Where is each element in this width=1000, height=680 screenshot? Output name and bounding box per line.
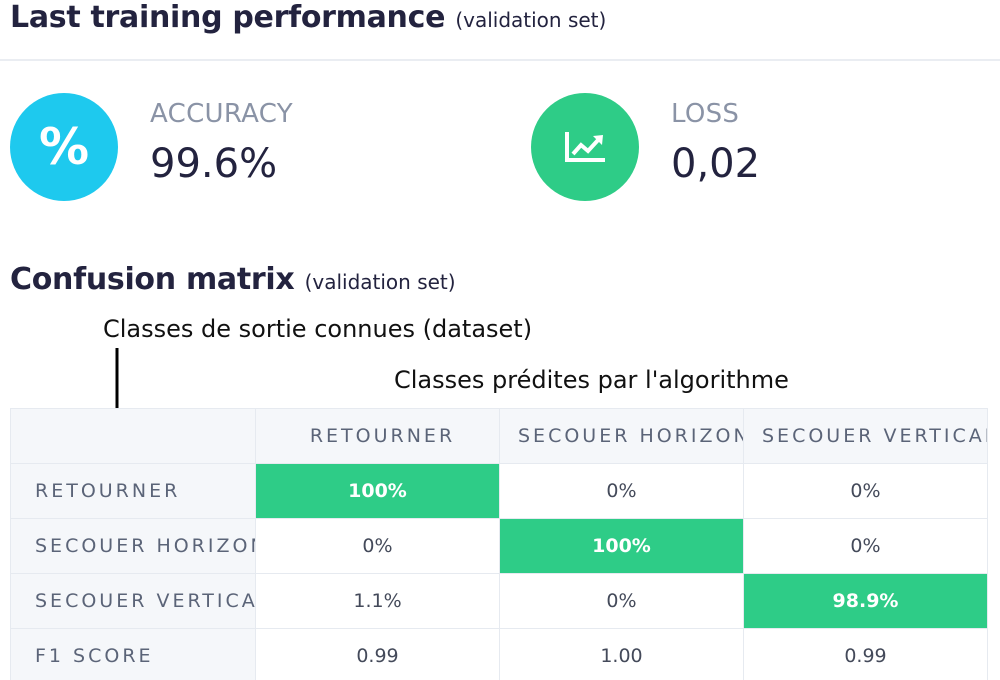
matrix-cell: 0%	[499, 573, 744, 629]
accuracy-value: 99.6%	[150, 141, 278, 187]
matrix-cell: 0.99	[255, 628, 500, 680]
matrix-cell: 100%	[499, 518, 744, 574]
table-row: F1 SCORE 0.99 1.00 0.99	[10, 628, 988, 680]
matrix-corner-cell	[10, 408, 256, 464]
confusion-matrix-title: Confusion matrix (validation set)	[10, 262, 456, 297]
column-header-retourner: RETOURNER	[255, 408, 500, 464]
matrix-cell: 0%	[743, 463, 988, 519]
loss-value: 0,02	[671, 141, 761, 187]
row-header-secouer-verticalement: SECOUER VERTICALEMENT	[10, 573, 256, 629]
performance-subtitle: (validation set)	[455, 8, 607, 32]
matrix-cell: 0%	[255, 518, 500, 574]
performance-title: Last training performance (validation se…	[10, 0, 606, 35]
trending-chart-icon	[531, 93, 639, 201]
row-header-retourner: RETOURNER	[10, 463, 256, 519]
matrix-cell: 100%	[255, 463, 500, 519]
matrix-cell: 1.00	[499, 628, 744, 680]
percent-icon: %	[10, 93, 118, 201]
confusion-title-text: Confusion matrix	[10, 262, 295, 297]
matrix-cell: 0.99	[743, 628, 988, 680]
table-row: RETOURNER 100% 0% 0%	[10, 463, 988, 519]
known-classes-annotation: Classes de sortie connues (dataset)	[103, 315, 533, 343]
table-row: SECOUER VERTICALEMENT 1.1% 0% 98.9%	[10, 573, 988, 629]
confusion-subtitle: (validation set)	[304, 270, 456, 294]
table-row: SECOUER HORIZONTALEMENT 0% 100% 0%	[10, 518, 988, 574]
accuracy-label: ACCURACY	[150, 99, 293, 129]
section-divider	[0, 59, 1000, 61]
predicted-classes-annotation: Classes prédites par l'algorithme	[394, 366, 789, 394]
confusion-matrix-table: RETOURNER SECOUER HORIZONTALEMENT SECOUE…	[10, 408, 988, 680]
matrix-cell: 98.9%	[743, 573, 988, 629]
matrix-cell: 1.1%	[255, 573, 500, 629]
loss-label: LOSS	[671, 99, 740, 129]
column-header-secouer-verticalement: SECOUER VERTICALEMENT	[743, 408, 988, 464]
matrix-header-row: RETOURNER SECOUER HORIZONTALEMENT SECOUE…	[10, 408, 988, 464]
performance-title-text: Last training performance	[10, 0, 446, 35]
row-header-secouer-horizontalement: SECOUER HORIZONTALEMENT	[10, 518, 256, 574]
row-header-f1-score: F1 SCORE	[10, 628, 256, 680]
matrix-cell: 0%	[499, 463, 744, 519]
column-header-secouer-horizontalement: SECOUER HORIZONTALEMENT	[499, 408, 744, 464]
matrix-cell: 0%	[743, 518, 988, 574]
